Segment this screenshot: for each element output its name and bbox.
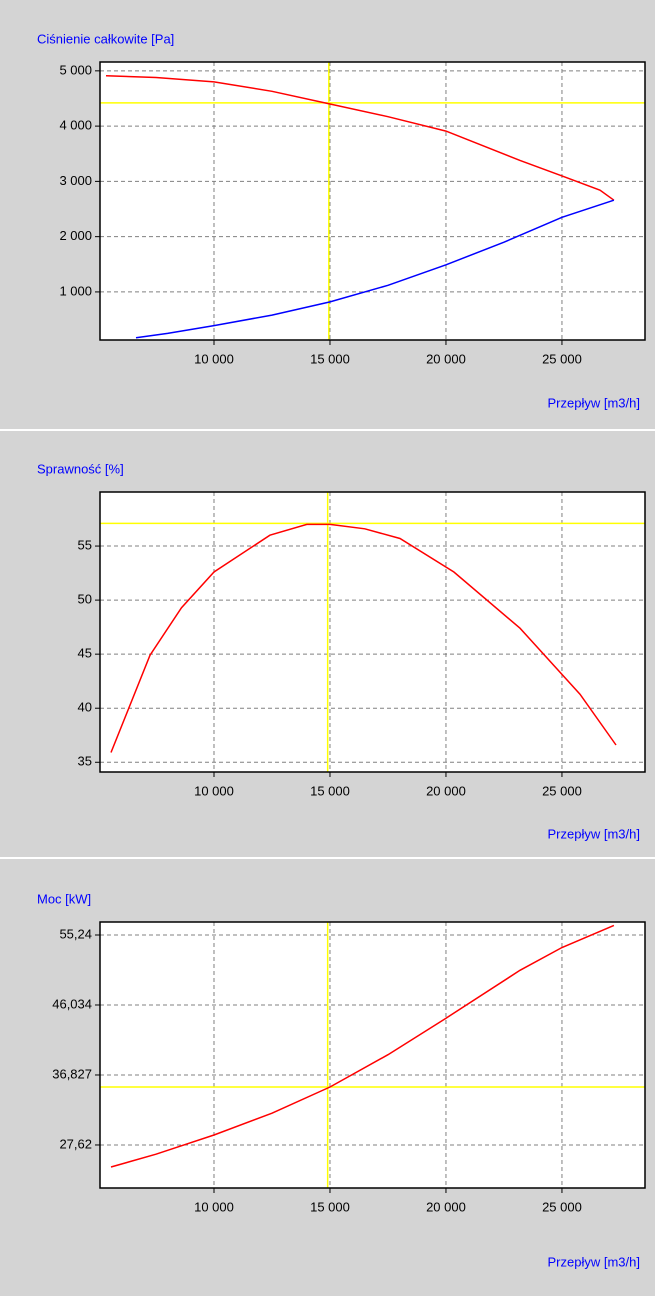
x-axis-label: Przepływ [m3/h]: [548, 1254, 640, 1269]
x-tick-label: 15 000: [310, 1199, 350, 1214]
x-tick-label: 10 000: [194, 351, 234, 366]
y-tick-label: 4 000: [59, 118, 92, 133]
plot-area: [100, 62, 645, 340]
plot: [100, 922, 645, 1188]
y-tick-label: 36,827: [52, 1066, 92, 1081]
x-tick-label: 25 000: [542, 783, 582, 798]
series-line: [110, 523, 617, 753]
x-tick-label: 15 000: [310, 351, 350, 366]
x-tick-label: 15 000: [310, 783, 350, 798]
y-tick-label: 27,62: [59, 1136, 92, 1151]
chart-title: Ciśnienie całkowite [Pa]: [37, 31, 174, 46]
x-axis-label: Przepływ [m3/h]: [548, 826, 640, 841]
series-line: [135, 199, 615, 339]
y-tick-label: 1 000: [59, 283, 92, 298]
plot-border: [99, 61, 646, 341]
plot: [100, 62, 645, 340]
y-tick-label: 45: [78, 646, 92, 661]
x-tick-label: 25 000: [542, 351, 582, 366]
x-tick-label: 20 000: [426, 1199, 466, 1214]
y-tick-label: 3 000: [59, 173, 92, 188]
x-tick-label: 20 000: [426, 351, 466, 366]
y-tick-label: 46,034: [52, 996, 92, 1011]
plot-area: [100, 922, 645, 1188]
x-tick-label: 10 000: [194, 783, 234, 798]
x-tick-label: 10 000: [194, 1199, 234, 1214]
y-tick-label: 55: [78, 537, 92, 552]
chart-title: Moc [kW]: [37, 891, 91, 906]
y-tick-label: 50: [78, 592, 92, 607]
plot-area: [100, 492, 645, 772]
chart-title: Sprawność [%]: [37, 461, 124, 476]
series-line: [105, 75, 615, 201]
y-tick-label: 2 000: [59, 228, 92, 243]
x-tick-label: 20 000: [426, 783, 466, 798]
plot-border: [99, 921, 646, 1189]
series-line: [110, 924, 615, 1168]
plot: [100, 492, 645, 772]
y-tick-label: 55,24: [59, 926, 92, 941]
y-tick-label: 5 000: [59, 62, 92, 77]
plot-border: [99, 491, 646, 773]
y-tick-label: 40: [78, 700, 92, 715]
x-tick-label: 25 000: [542, 1199, 582, 1214]
y-tick-label: 35: [78, 754, 92, 769]
x-axis-label: Przepływ [m3/h]: [548, 395, 640, 410]
